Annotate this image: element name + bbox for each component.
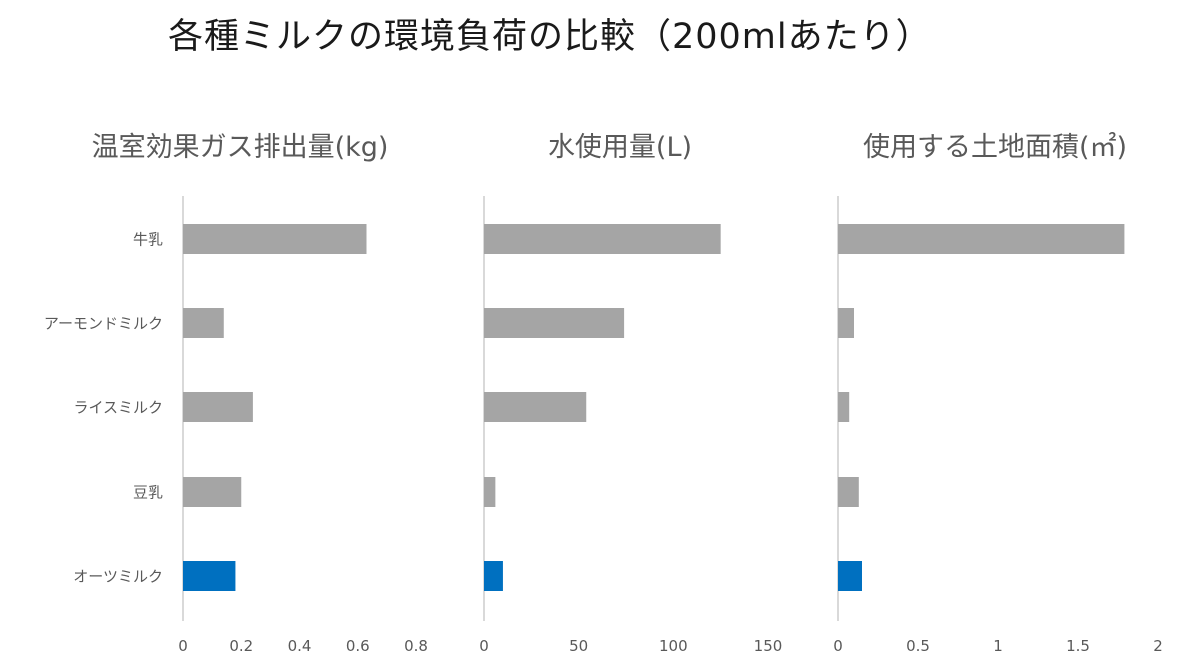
bar-water-rice	[484, 392, 587, 422]
panel-title-water: 水使用量(L)	[547, 132, 693, 163]
category-label-rice: ライスミルク	[73, 398, 163, 417]
x-tick-label-land: 0.5	[906, 637, 930, 655]
chart-title: 各種ミルクの環境負荷の比較（200mlあたり）	[168, 17, 932, 57]
x-tick-label-ghg: 0.6	[346, 637, 370, 655]
bar-land-oat	[838, 561, 862, 591]
panel-title-ghg: 温室効果ガス排出量(kg)	[91, 132, 389, 163]
bar-water-oat	[484, 561, 503, 591]
bar-ghg-rice	[183, 392, 253, 422]
bar-land-milk	[838, 224, 1125, 254]
bar-ghg-soy	[183, 477, 242, 507]
category-label-milk: 牛乳	[132, 230, 163, 249]
bar-ghg-almond	[183, 308, 224, 338]
category-label-oat: オーツミルク	[73, 567, 163, 586]
x-tick-label-land: 2	[1153, 637, 1163, 655]
x-tick-label-water: 0	[479, 637, 489, 655]
x-tick-label-water: 50	[569, 637, 588, 655]
bar-land-soy	[838, 477, 859, 507]
bar-water-soy	[484, 477, 496, 507]
bar-ghg-oat	[183, 561, 236, 591]
x-tick-label-ghg: 0.2	[229, 637, 253, 655]
bar-water-milk	[484, 224, 721, 254]
x-tick-label-land: 1.5	[1066, 637, 1090, 655]
panel-title-land: 使用する土地面積(㎡)	[862, 132, 1128, 163]
bar-ghg-milk	[183, 224, 367, 254]
bar-land-rice	[838, 392, 850, 422]
bar-water-almond	[484, 308, 625, 338]
x-tick-label-water: 100	[659, 637, 688, 655]
x-tick-label-water: 150	[754, 637, 783, 655]
x-tick-label-ghg: 0.8	[404, 637, 428, 655]
bar-land-almond	[838, 308, 854, 338]
category-label-soy: 豆乳	[132, 483, 163, 502]
x-tick-label-land: 1	[993, 637, 1003, 655]
x-tick-label-ghg: 0.4	[288, 637, 312, 655]
x-tick-label-ghg: 0	[178, 637, 188, 655]
category-label-almond: アーモンドミルク	[43, 314, 163, 333]
x-tick-label-land: 0	[833, 637, 843, 655]
